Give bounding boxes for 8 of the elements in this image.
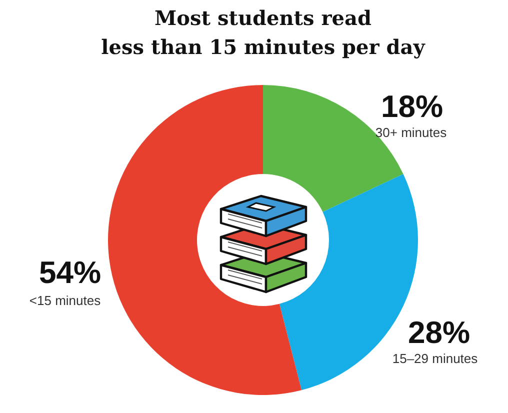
data-label: 54% xyxy=(38,255,102,290)
data-label: 28% xyxy=(408,315,470,350)
slice-label: 15–29 minutes xyxy=(392,351,478,366)
slice-label: 30+ minutes xyxy=(375,125,448,140)
data-label: 18% xyxy=(380,89,444,124)
chart-title: Most students read less than 15 minutes per day xyxy=(100,5,426,61)
slice-label: <15 minutes xyxy=(29,293,102,308)
donut-slice xyxy=(108,85,302,395)
